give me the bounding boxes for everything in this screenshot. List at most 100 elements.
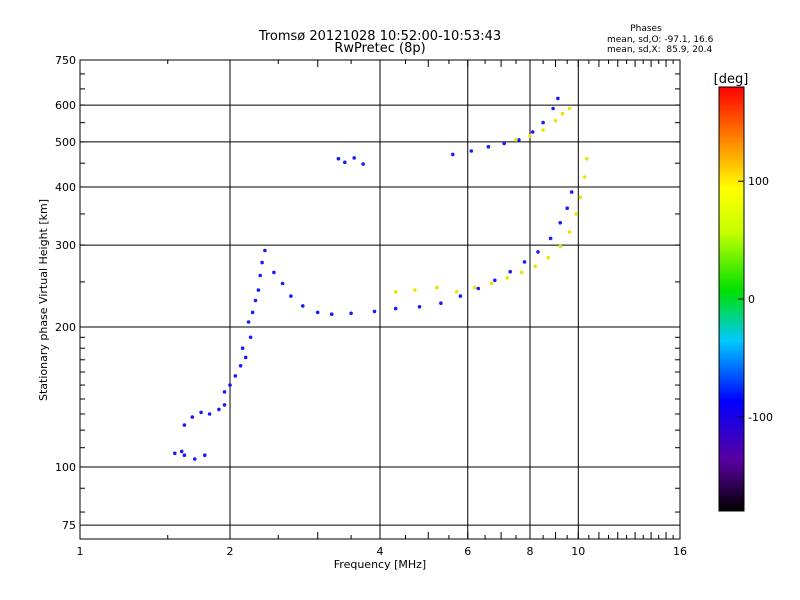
y-tick-label: 750 <box>55 54 76 67</box>
x-tick-label: 4 <box>377 545 384 558</box>
colorbar-tick-label: -100 <box>748 411 773 424</box>
data-point-o <box>393 306 398 311</box>
data-point-o <box>217 407 221 412</box>
data-point-x <box>435 285 439 290</box>
chart-subtitle: RwPretec (8p) <box>334 41 425 56</box>
data-point-o <box>541 120 545 125</box>
data-point-o <box>199 410 203 415</box>
y-axis: 75 100 200 300 400 500 600 750 <box>55 54 680 532</box>
data-point-o <box>193 457 197 461</box>
data-point-o <box>173 451 177 456</box>
phase-summary: Phases mean, sd,O: -97.1, 16.6 mean, sd,… <box>607 24 714 55</box>
x-tick-label: 10 <box>571 545 585 558</box>
data-point-o <box>190 415 195 419</box>
data-point-x <box>505 276 510 280</box>
x-axis-label: Frequency [MHz] <box>334 558 426 571</box>
data-point-o <box>349 311 353 316</box>
colorbar-label: [deg] <box>714 72 749 87</box>
data-point-o <box>361 162 365 166</box>
data-point-o <box>558 221 562 225</box>
data-point-o <box>240 346 245 351</box>
colorbar: [deg] 100 0 -100 <box>714 72 773 512</box>
data-point-o <box>556 96 560 101</box>
data-point-o <box>179 449 184 454</box>
grid-lines <box>80 60 680 539</box>
y-tick-label: 200 <box>55 321 76 334</box>
data-point-o <box>458 294 463 298</box>
data-point-o <box>508 269 512 274</box>
x-tick-label: 6 <box>464 545 471 558</box>
data-point-x <box>413 288 417 292</box>
data-point-o <box>343 160 347 165</box>
data-point-o <box>258 273 263 278</box>
data-point-o <box>228 383 232 387</box>
phase-summary-o: mean, sd,O: -97.1, 16.6 <box>607 35 714 45</box>
data-point-o <box>260 260 264 265</box>
colorbar-ticks: 100 0 -100 <box>738 175 773 424</box>
plot-area: 1 2 4 6 8 10 16 75 100 200 300 400 500 600 750 <box>55 54 687 558</box>
data-point-x <box>574 212 578 216</box>
data-point-x <box>578 195 583 200</box>
data-point-x <box>567 230 572 234</box>
data-point-x <box>553 119 558 123</box>
data-point-x <box>533 264 538 269</box>
data-point-o <box>243 355 248 360</box>
colorbar-tick-label: 0 <box>748 293 755 306</box>
data-point-o <box>565 206 569 210</box>
data-point-o <box>222 390 227 394</box>
y-tick-label: 600 <box>55 99 76 112</box>
data-point-o <box>203 453 207 458</box>
y-tick-label: 300 <box>55 239 76 252</box>
data-point-x <box>541 128 545 132</box>
data-point-o <box>246 320 251 324</box>
x-tick-label: 2 <box>227 545 234 558</box>
data-point-o <box>182 453 187 458</box>
data-point-o <box>569 190 574 194</box>
data-point-o <box>263 248 267 253</box>
data-point-x <box>454 290 459 294</box>
data-point-x <box>393 290 398 294</box>
data-point-o <box>493 278 497 283</box>
phase-summary-x: mean, sd,X: 85.9, 20.4 <box>607 45 713 55</box>
data-point-o <box>530 130 535 134</box>
data-point-o <box>536 250 540 254</box>
data-point-x <box>519 270 524 275</box>
data-point-o <box>476 286 481 291</box>
chart-title: Tromsø 20121028 10:52:00-10:53:43 <box>258 29 501 44</box>
data-point-x <box>489 281 494 286</box>
data-point-o <box>280 281 285 286</box>
data-point-o <box>548 236 553 241</box>
data-point-o <box>329 312 334 317</box>
y-tick-label: 75 <box>62 519 76 532</box>
data-point-x <box>560 111 565 116</box>
x-tick-label: 16 <box>673 545 687 558</box>
data-point-o <box>486 145 491 149</box>
y-tick-label: 400 <box>55 181 76 194</box>
data-point-o <box>233 374 238 378</box>
data-point-x <box>514 138 518 142</box>
data-point-o <box>336 156 341 161</box>
x-axis: 1 2 4 6 8 10 16 <box>77 60 687 558</box>
data-point-o <box>352 156 357 160</box>
data-point-o <box>502 141 507 146</box>
data-point-o <box>248 335 253 340</box>
data-point-o <box>253 298 258 303</box>
data-point-o <box>372 309 377 314</box>
data-point-x <box>558 244 562 249</box>
data-point-o <box>451 152 455 157</box>
data-point-o <box>250 310 255 315</box>
data-point-o <box>517 138 521 142</box>
data-point-x <box>567 106 572 111</box>
data-point-o <box>289 294 293 298</box>
data-point-o <box>272 270 276 275</box>
y-tick-label: 100 <box>55 461 76 474</box>
data-point-o <box>417 305 422 309</box>
data-points <box>173 96 589 461</box>
data-point-x <box>582 175 587 179</box>
colorbar-tick-label: 100 <box>748 175 769 188</box>
data-point-o <box>238 364 243 368</box>
data-point-o <box>522 260 527 264</box>
data-point-x <box>585 156 589 161</box>
y-tick-label: 500 <box>55 136 76 149</box>
